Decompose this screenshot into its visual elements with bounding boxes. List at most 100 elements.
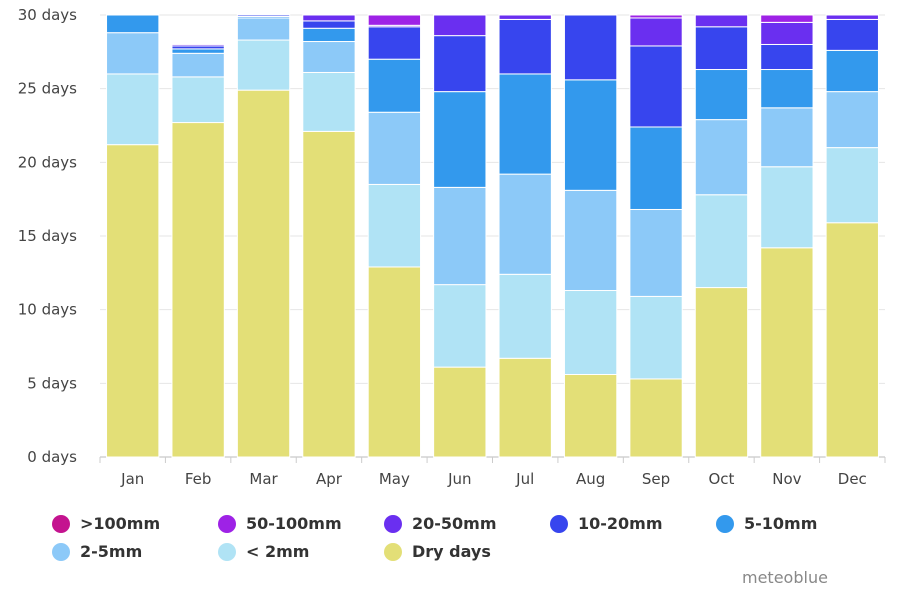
y-tick-label: 5 days — [27, 374, 77, 392]
bar-segment-oct — [694, 69, 749, 121]
bar-segment-oct — [694, 287, 749, 458]
bar-segment-sep — [629, 378, 683, 458]
bar-segment-dec — [825, 14, 879, 20]
bar-segment-feb — [171, 52, 225, 78]
bar-segment-jan — [106, 73, 160, 146]
bar-segment-mar — [236, 39, 291, 91]
bar-segment-jul — [498, 73, 552, 175]
bar-segment-apr — [302, 20, 356, 29]
legend-item-50-100mm[interactable]: 50-100mm — [218, 514, 342, 533]
legend-label: 50-100mm — [246, 514, 342, 533]
bar-segment-mar — [236, 14, 291, 17]
bar-segment-nov — [760, 107, 814, 168]
x-tick-label: Jun — [447, 470, 471, 488]
legend-marker-icon — [384, 514, 402, 533]
y-tick-label: 25 days — [18, 80, 77, 98]
bar-segment-aug — [563, 189, 618, 292]
bar-segment-may — [367, 14, 422, 26]
bar-segment-nov — [760, 21, 814, 45]
bar-segment-sep — [629, 45, 683, 128]
bar-segment-apr — [302, 41, 356, 73]
bar-segment-jul — [498, 357, 552, 458]
bar-segment-sep — [629, 208, 683, 297]
bar-segment-feb — [171, 43, 225, 47]
y-tick-label: 15 days — [18, 227, 77, 245]
legend-item-5-10mm[interactable]: 5-10mm — [716, 514, 817, 533]
y-tick-label: 10 days — [18, 301, 77, 319]
bar-segment-feb — [171, 122, 225, 458]
y-tick-label: 30 days — [18, 6, 77, 24]
legend-label: 5-10mm — [744, 514, 818, 533]
bar-segment-aug — [563, 79, 618, 191]
bar-segment-apr — [302, 71, 356, 132]
bar-segment-dec — [825, 91, 879, 149]
bar-segment-aug — [563, 290, 618, 375]
legend-item-2-5mm[interactable]: 2-5mm — [52, 542, 142, 561]
bar-segment-jun — [433, 35, 487, 93]
legend-marker-icon — [52, 514, 70, 533]
legend-marker-icon — [716, 514, 734, 533]
x-tick-label: May — [379, 470, 410, 488]
bar-segment-jul — [498, 14, 552, 20]
bar-segment-dec — [825, 18, 879, 51]
bar-segment-apr — [302, 27, 356, 43]
bar-segment-apr — [302, 130, 356, 458]
y-tick-label: 20 days — [18, 153, 77, 171]
bar-segment-feb — [171, 48, 225, 54]
legend-label: 10-20mm — [578, 514, 663, 533]
legend-marker-icon — [384, 542, 402, 561]
bar-segment-jun — [433, 284, 487, 368]
legend-item-dry-days[interactable]: Dry days — [384, 542, 491, 561]
bar-segment-jul — [498, 273, 552, 359]
bar-segment-dec — [825, 222, 879, 458]
bar-segment-dec — [825, 147, 879, 224]
bar-segment-nov — [760, 166, 814, 249]
bar-segment-jan — [106, 144, 160, 458]
bar-segment-sep — [629, 295, 683, 380]
legend-marker-icon — [52, 542, 70, 561]
x-tick-label: Jan — [120, 470, 144, 488]
bar-segment-jun — [433, 14, 487, 37]
bar-segment-nov — [760, 43, 814, 71]
x-tick-label: Mar — [249, 470, 278, 488]
legend-marker-icon — [550, 514, 568, 533]
x-tick-label: Jul — [515, 470, 534, 488]
bar-segment-jun — [433, 91, 487, 188]
bar-segment-jun — [433, 186, 487, 286]
bar-segment-mar — [236, 89, 291, 458]
bar-segment-sep — [629, 14, 683, 19]
bar-segment-aug — [563, 14, 618, 81]
legend-item-10-20mm[interactable]: 10-20mm — [550, 514, 663, 533]
legend-item-under-2mm[interactable]: < 2mm — [218, 542, 309, 561]
bar-segment-oct — [694, 26, 749, 71]
legend-item-over-100mm[interactable]: >100mm — [52, 514, 160, 533]
bar-segment-nov — [760, 247, 814, 458]
bar-segment-may — [367, 58, 422, 113]
bar-segment-nov — [760, 14, 814, 23]
bar-segment-oct — [694, 194, 749, 289]
bar-segment-may — [367, 111, 422, 185]
legend-label: Dry days — [412, 542, 491, 561]
bar-segment-mar — [236, 17, 291, 41]
x-tick-label: Aug — [576, 470, 605, 488]
bar-segment-nov — [760, 69, 814, 109]
legend-marker-icon — [218, 514, 236, 533]
bar-segment-sep — [629, 17, 683, 47]
legend-label: 20-50mm — [412, 514, 497, 533]
legend-label: 2-5mm — [80, 542, 143, 561]
x-tick-label: Dec — [838, 470, 867, 488]
bar-segment-oct — [694, 119, 749, 196]
bar-segment-feb — [171, 76, 225, 124]
x-tick-label: Nov — [772, 470, 801, 488]
bar-segment-jan — [106, 14, 160, 34]
legend-item-20-50mm[interactable]: 20-50mm — [384, 514, 497, 533]
legend-label: < 2mm — [246, 542, 310, 561]
bar-segment-may — [367, 26, 422, 60]
legend-marker-icon — [218, 542, 236, 561]
x-tick-label: Apr — [316, 470, 343, 488]
y-tick-label: 0 days — [27, 448, 77, 466]
x-tick-label: Oct — [708, 470, 734, 488]
bar-segment-jan — [106, 32, 160, 75]
bar-segment-may — [367, 183, 422, 268]
